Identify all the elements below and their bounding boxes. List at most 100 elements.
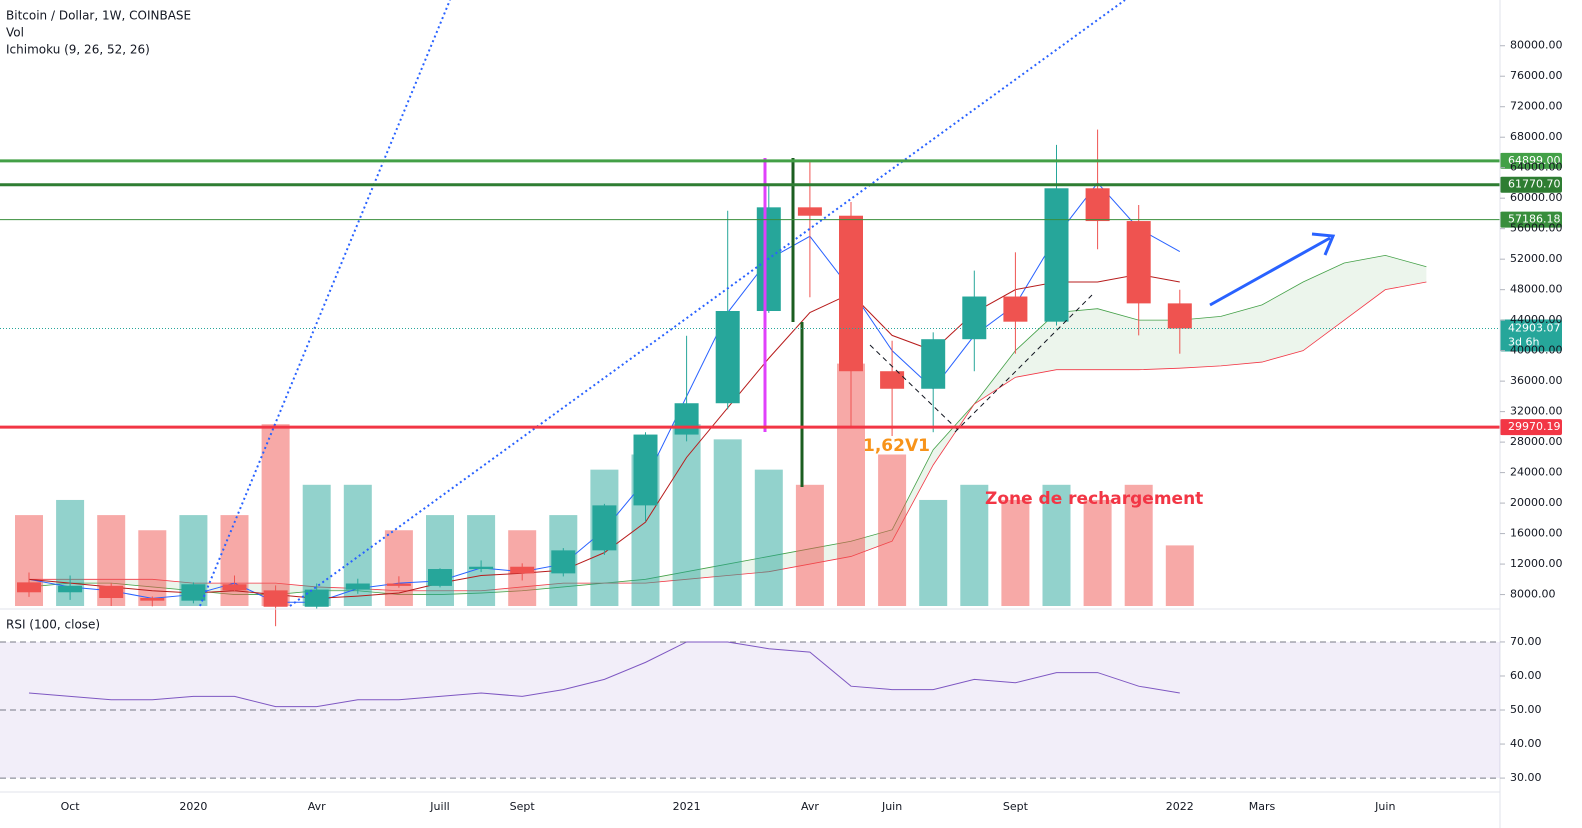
volume-bar bbox=[384, 530, 413, 606]
candle-body bbox=[304, 589, 329, 607]
y-tick-label: 48000.00 bbox=[1510, 283, 1563, 296]
level-label-box bbox=[1500, 211, 1562, 228]
candle-body bbox=[469, 566, 494, 570]
annotation: Zone de rechargement bbox=[985, 489, 1203, 509]
y-tick-label: 64000.00 bbox=[1510, 161, 1563, 174]
candle-body bbox=[674, 403, 699, 435]
candle-body bbox=[1044, 188, 1069, 322]
candle-body bbox=[633, 434, 658, 506]
x-tick-label: 2022 bbox=[1166, 800, 1194, 813]
level-label-box bbox=[1500, 152, 1562, 169]
x-tick-label: Sept bbox=[510, 800, 536, 813]
level-label: 29970.19 bbox=[1508, 420, 1561, 433]
x-tick-label: 2021 bbox=[673, 800, 701, 813]
volume-bar bbox=[1165, 545, 1194, 606]
candle-body bbox=[58, 585, 83, 593]
y-tick-label: 70.00 bbox=[1510, 635, 1542, 648]
level-label: 61770.70 bbox=[1508, 178, 1561, 191]
x-tick-label: Avr bbox=[308, 800, 326, 813]
volume-bar bbox=[960, 484, 989, 606]
y-tick-label: 36000.00 bbox=[1510, 374, 1563, 387]
candle-body bbox=[345, 583, 370, 590]
candle-body bbox=[797, 207, 822, 216]
y-tick-label: 76000.00 bbox=[1510, 69, 1563, 82]
y-tick-label: 40000.00 bbox=[1510, 344, 1563, 357]
candle-body bbox=[181, 584, 206, 601]
y-tick-label: 60.00 bbox=[1510, 669, 1542, 682]
x-tick-label: Avr bbox=[801, 800, 819, 813]
last-price-box bbox=[1500, 319, 1562, 352]
y-tick-label: 32000.00 bbox=[1510, 405, 1563, 418]
cloud-fill bbox=[29, 255, 1427, 595]
y-tick-label: 12000.00 bbox=[1510, 557, 1563, 570]
volume-bar bbox=[919, 499, 948, 606]
candle-body bbox=[839, 215, 863, 372]
volume-bar bbox=[1001, 499, 1030, 606]
candle-body bbox=[880, 371, 905, 389]
volume-bar bbox=[1124, 484, 1153, 606]
level-label-box bbox=[1500, 419, 1562, 436]
rsi-label: RSI (100, close) bbox=[6, 618, 100, 632]
level-label-box bbox=[1500, 176, 1562, 193]
candle-body bbox=[921, 339, 946, 389]
countdown-label: 3d 6h bbox=[1508, 336, 1539, 349]
volume-bar bbox=[713, 439, 742, 606]
chart-title: Bitcoin / Dollar, 1W, COINBASE bbox=[6, 9, 191, 23]
y-tick-label: 80000.00 bbox=[1510, 39, 1563, 52]
y-tick-label: 16000.00 bbox=[1510, 527, 1563, 540]
volume-bar bbox=[672, 424, 701, 606]
x-tick-label: 2020 bbox=[179, 800, 207, 813]
volume-bar bbox=[261, 424, 290, 606]
volume-bar bbox=[878, 454, 907, 606]
candle-body bbox=[386, 583, 411, 586]
y-tick-label: 8000.00 bbox=[1510, 588, 1556, 601]
candle-body bbox=[1126, 221, 1151, 304]
y-tick-label: 30.00 bbox=[1510, 771, 1542, 784]
volume-bar bbox=[220, 515, 249, 606]
dashed-line bbox=[869, 344, 959, 431]
x-tick-label: Oct bbox=[61, 800, 81, 813]
y-tick-label: 40.00 bbox=[1510, 737, 1542, 750]
volume-bar bbox=[1083, 499, 1112, 606]
level-label: 64899.00 bbox=[1508, 154, 1561, 167]
y-tick-label: 56000.00 bbox=[1510, 222, 1563, 235]
candle-body bbox=[222, 584, 247, 591]
candle-body bbox=[551, 550, 576, 574]
trend-line bbox=[289, 0, 1126, 607]
candle-body bbox=[17, 582, 41, 593]
candle-body bbox=[263, 590, 288, 607]
volume-bar bbox=[426, 515, 454, 606]
candle-body bbox=[592, 505, 617, 551]
last-price-label: 42903.07 bbox=[1508, 322, 1561, 335]
x-tick-label: Juin bbox=[1374, 800, 1395, 813]
candle-body bbox=[140, 597, 165, 601]
volume-bar bbox=[1042, 484, 1071, 606]
candle-body bbox=[1167, 303, 1192, 329]
candle-body bbox=[510, 566, 535, 574]
y-tick-label: 44000.00 bbox=[1510, 313, 1563, 326]
y-tick-label: 50.00 bbox=[1510, 703, 1542, 716]
candle-body bbox=[962, 296, 987, 340]
rsi-line bbox=[28, 641, 1180, 708]
levels-layer: 64899.00 61770.70 57186.18 29970.19 42903.07… bbox=[0, 152, 1562, 436]
x-tick-label: Sept bbox=[1003, 800, 1029, 813]
candle-body bbox=[1003, 296, 1028, 322]
candle-body bbox=[428, 569, 452, 586]
arrow-head bbox=[1311, 232, 1336, 256]
volume-bar bbox=[754, 469, 783, 606]
candle-body bbox=[1085, 188, 1110, 222]
candle-body bbox=[715, 311, 740, 404]
arrow bbox=[1209, 236, 1331, 307]
level-label: 57186.18 bbox=[1508, 213, 1561, 226]
x-tick-label: Juill bbox=[429, 800, 449, 813]
y-tick-label: 68000.00 bbox=[1510, 130, 1563, 143]
main-layer bbox=[17, 129, 1192, 627]
y-tick-label: 72000.00 bbox=[1510, 100, 1563, 113]
volume-bar bbox=[795, 484, 824, 606]
x-tick-label: Mars bbox=[1249, 800, 1276, 813]
y-tick-label: 52000.00 bbox=[1510, 252, 1563, 265]
volume-label: Vol bbox=[6, 26, 24, 40]
annotation: 1,62V1 bbox=[863, 436, 930, 456]
